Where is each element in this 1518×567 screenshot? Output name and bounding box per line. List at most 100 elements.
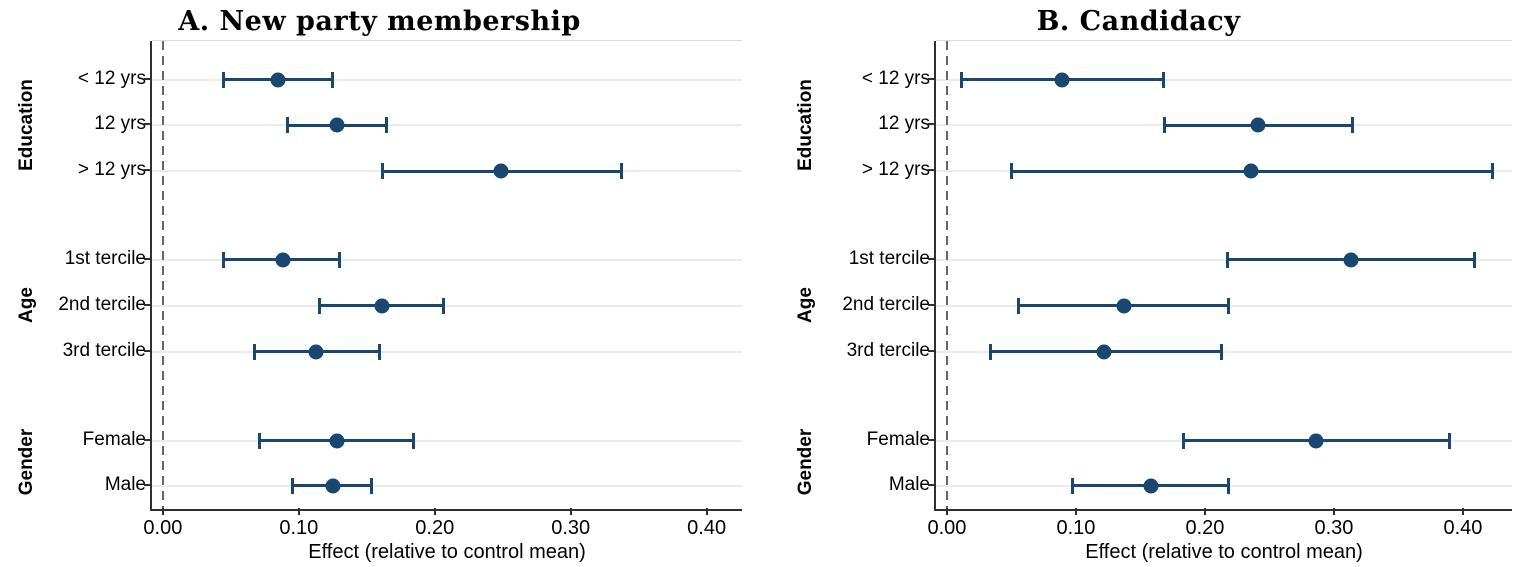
x-tick-label: 0.00: [143, 517, 183, 539]
ci-cap-right: [1490, 163, 1494, 179]
category-label: < 12 yrs: [861, 67, 930, 89]
point-estimate: [1243, 163, 1259, 179]
y-tick-mark: [928, 123, 936, 125]
y-tick-mark: [144, 257, 152, 260]
x-axis-title: Effect (relative to control mean): [1085, 541, 1363, 563]
point-estimate: [308, 344, 324, 360]
ci-errorbar-female: [1182, 432, 1452, 449]
panel-candidacy: B. Candidacy < 12 yrs 12 yrs > 12 yrs 1st t…: [759, 0, 1518, 567]
point-estimate: [329, 433, 345, 449]
y-tick-mark: [144, 77, 152, 80]
x-tick-label: 0.40: [687, 517, 727, 539]
ci-cap-left: [1016, 297, 1020, 314]
ci-cap-left: [285, 117, 289, 133]
group-label-gender: Gender: [16, 429, 37, 496]
y-tick-mark: [928, 349, 936, 352]
x-tick-mark: [1461, 508, 1464, 515]
x-tick-mark: [433, 508, 436, 515]
x-tick-mark: [569, 508, 572, 515]
ci-cap-left: [1071, 477, 1075, 494]
x-tick-label: 0.10: [279, 517, 319, 539]
category-label: < 12 yrs: [77, 67, 146, 89]
y-tick-mark: [144, 438, 152, 441]
y-axis-line: [150, 41, 152, 509]
point-estimate: [1116, 298, 1132, 313]
y-tick-mark: [144, 303, 152, 306]
panel-title: A. New party membership: [178, 6, 581, 37]
ci-cap-right: [1351, 117, 1355, 133]
row-gridline: [152, 258, 742, 261]
ci-cap-left: [1182, 432, 1186, 449]
ci-cap-right: [442, 297, 446, 314]
point-estimate: [1096, 344, 1112, 360]
category-label: 12 yrs: [94, 113, 146, 134]
category-label: 2nd tercile: [58, 293, 146, 315]
plot-area: [934, 40, 1512, 511]
point-estimate: [275, 252, 290, 268]
row-gridline: [936, 78, 1512, 81]
x-tick-label: 0.20: [415, 517, 455, 539]
x-tick-label: 0.40: [1443, 517, 1483, 539]
row-gridline: [152, 350, 742, 353]
ci-cap-left: [988, 343, 992, 360]
row-gridline: [152, 304, 742, 307]
ci-cap-right: [1472, 251, 1476, 268]
plot-area: [150, 40, 742, 511]
x-tick-mark: [1203, 508, 1206, 515]
y-tick-mark: [144, 123, 152, 125]
ci-cap-right: [370, 477, 374, 494]
ci-errorbar-female: [258, 432, 416, 449]
category-label: > 12 yrs: [861, 159, 930, 180]
ci-cap-right: [620, 163, 624, 179]
ci-cap-right: [385, 117, 389, 133]
category-label: 1st tercile: [848, 247, 930, 269]
y-tick-mark: [928, 303, 936, 306]
ci-cap-right: [337, 251, 341, 268]
category-label: Female: [82, 428, 146, 450]
ci-cap-right: [1219, 343, 1223, 360]
ci-cap-right: [1227, 297, 1231, 314]
x-tick-mark: [161, 508, 164, 515]
group-label-gender: Gender: [795, 429, 816, 496]
ci-errorbar-1st-tercile: [1225, 251, 1476, 268]
ci-cap-left: [318, 297, 322, 314]
ci-cap-left: [960, 71, 964, 88]
point-estimate: [329, 117, 345, 133]
point-estimate: [1308, 433, 1324, 449]
x-tick-label: 0.00: [927, 517, 967, 539]
ci-cap-right: [1448, 432, 1452, 449]
y-tick-mark: [928, 257, 936, 260]
x-tick-mark: [1332, 508, 1335, 515]
zero-reference-line: [161, 41, 164, 509]
ci-cap-left: [1225, 251, 1229, 268]
ci-errorbar-12-yrs: [1162, 117, 1355, 133]
panel-new-party-membership: A. New party membership < 12 yrs 12 yrs > …: [16, 6, 742, 563]
category-label: 1st tercile: [64, 247, 146, 269]
ci-cap-right: [1161, 71, 1165, 88]
ci-errorbar-1st-tercile: [221, 251, 341, 268]
row-gridline: [152, 78, 742, 81]
ci-cap-right: [330, 71, 334, 88]
point-estimate: [1343, 252, 1359, 268]
x-tick-label: 0.30: [1314, 517, 1354, 539]
ci-cap-right: [1227, 477, 1231, 494]
x-tick-label: 0.20: [1185, 517, 1225, 539]
point-estimate: [493, 163, 509, 179]
row-gridline: [936, 350, 1512, 353]
category-label: 3rd tercile: [62, 339, 146, 361]
group-label-education: Education: [795, 78, 816, 171]
y-tick-mark: [928, 483, 936, 486]
y-tick-mark: [928, 438, 936, 441]
ci-cap-left: [291, 477, 295, 494]
ci-cap-right: [378, 343, 382, 360]
y-tick-mark: [144, 169, 152, 171]
ci-errorbar--12-yrs: [221, 71, 334, 88]
y-tick-mark: [928, 77, 936, 80]
x-axis-line: [150, 509, 742, 511]
category-label: Male: [104, 473, 146, 495]
ci-cap-left: [1162, 117, 1166, 133]
x-tick-mark: [1074, 508, 1077, 515]
category-label: > 12 yrs: [77, 159, 146, 180]
ci-errorbar-3rd-tercile: [252, 343, 382, 360]
